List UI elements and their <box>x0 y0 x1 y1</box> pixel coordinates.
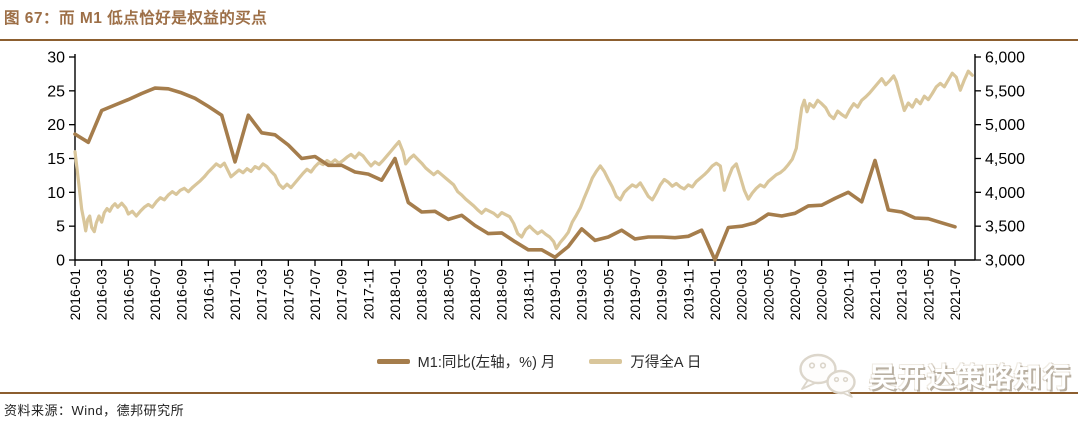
svg-text:2020-09: 2020-09 <box>814 269 830 321</box>
svg-text:2016-07: 2016-07 <box>147 269 163 321</box>
legend-label-m1: M1:同比(左轴，%) 月 <box>417 355 556 371</box>
svg-text:0: 0 <box>56 253 65 270</box>
index-line-swatch <box>589 359 623 364</box>
svg-text:2020-01: 2020-01 <box>707 269 723 321</box>
svg-text:2020-11: 2020-11 <box>840 269 856 320</box>
svg-text:5: 5 <box>56 219 65 236</box>
svg-text:2016-03: 2016-03 <box>94 269 110 321</box>
svg-text:2016-11: 2016-11 <box>200 269 216 320</box>
legend-label-index: 万得全A 日 <box>630 355 702 371</box>
svg-text:2020-05: 2020-05 <box>760 269 776 321</box>
svg-text:2017-07: 2017-07 <box>307 269 323 321</box>
svg-text:6,000: 6,000 <box>985 50 1025 67</box>
svg-text:2021-03: 2021-03 <box>894 269 910 321</box>
svg-text:2019-07: 2019-07 <box>627 269 643 321</box>
svg-text:2021-05: 2021-05 <box>920 269 936 321</box>
svg-text:2021-01: 2021-01 <box>867 269 883 321</box>
chart-legend: M1:同比(左轴，%) 月 万得全A 日 <box>0 351 1078 372</box>
m1-line-swatch <box>376 359 410 364</box>
title-divider <box>0 39 1078 41</box>
svg-text:5,000: 5,000 <box>985 117 1025 134</box>
svg-text:10: 10 <box>47 185 65 202</box>
svg-text:4,000: 4,000 <box>985 185 1025 202</box>
svg-text:25: 25 <box>47 83 65 100</box>
svg-text:2018-03: 2018-03 <box>414 269 430 321</box>
svg-text:2016-01: 2016-01 <box>67 269 83 321</box>
svg-text:2019-05: 2019-05 <box>600 269 616 321</box>
svg-text:2018-11: 2018-11 <box>520 269 536 320</box>
svg-text:5,500: 5,500 <box>985 83 1025 100</box>
legend-item-m1: M1:同比(左轴，%) 月 <box>376 351 556 372</box>
svg-text:2018-09: 2018-09 <box>494 269 510 321</box>
svg-text:2018-05: 2018-05 <box>440 269 456 321</box>
svg-text:2016-09: 2016-09 <box>174 269 190 321</box>
svg-text:2017-09: 2017-09 <box>334 269 350 321</box>
watermark-text: 吴开达策略知行 <box>869 362 1072 393</box>
svg-text:2017-11: 2017-11 <box>360 269 376 320</box>
svg-text:2017-01: 2017-01 <box>227 269 243 321</box>
legend-item-index: 万得全A 日 <box>589 351 701 372</box>
svg-text:3,500: 3,500 <box>985 219 1025 236</box>
svg-text:30: 30 <box>47 50 65 67</box>
svg-text:15: 15 <box>47 151 65 168</box>
svg-text:2017-03: 2017-03 <box>254 269 270 321</box>
svg-text:2018-07: 2018-07 <box>467 269 483 321</box>
svg-text:2021-07: 2021-07 <box>947 269 963 321</box>
footer-divider <box>0 392 1078 394</box>
svg-text:2018-01: 2018-01 <box>387 269 403 321</box>
figure-title: 图 67：而 M1 低点恰好是权益的买点 <box>4 10 268 27</box>
svg-text:2019-11: 2019-11 <box>680 269 696 320</box>
svg-text:4,500: 4,500 <box>985 151 1025 168</box>
line-chart: 0 5 10 15 20 25 30 3,000 3,500 4,000 4,500 5,000 5,5… <box>47 50 1025 321</box>
svg-text:2019-01: 2019-01 <box>547 269 563 321</box>
svg-text:20: 20 <box>47 117 65 134</box>
svg-text:2020-07: 2020-07 <box>787 269 803 321</box>
svg-text:3,000: 3,000 <box>985 253 1025 270</box>
source-note: 资料来源：Wind，德邦研究所 <box>4 403 185 418</box>
svg-text:2019-09: 2019-09 <box>654 269 670 321</box>
svg-text:2019-03: 2019-03 <box>574 269 590 321</box>
watermark: 吴开达策略知行 <box>793 351 1072 399</box>
svg-text:2017-05: 2017-05 <box>280 269 296 321</box>
wechat-icon <box>799 353 856 398</box>
svg-text:2016-05: 2016-05 <box>120 269 136 321</box>
svg-text:2020-03: 2020-03 <box>734 269 750 321</box>
